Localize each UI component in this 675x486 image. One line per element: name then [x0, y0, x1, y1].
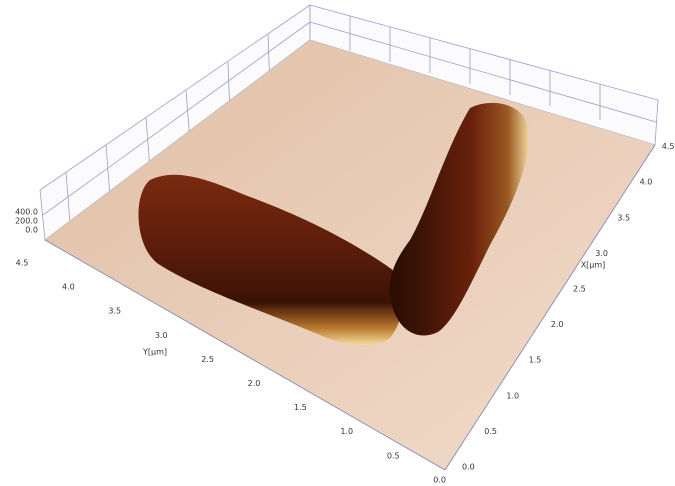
- y-tick-label: 2.5: [201, 355, 214, 364]
- z-tick-label: 200.0: [15, 217, 38, 226]
- x-tick-label: 3.5: [617, 213, 630, 222]
- x-tick-label: 4.5: [662, 142, 675, 151]
- y-tick-label: 3.0: [155, 331, 168, 340]
- y-tick-label: 4.0: [62, 283, 75, 292]
- y-tick-label: 3.5: [108, 307, 121, 316]
- z-tick-label: 0.0: [25, 226, 38, 235]
- y-tick-label: 0.5: [387, 451, 400, 460]
- y-axis-label: Y[µm]: [142, 348, 167, 357]
- y-tick-label: 1.5: [294, 403, 307, 412]
- x-tick-label: 0.5: [484, 427, 497, 436]
- x-tick-label: 4.0: [640, 178, 653, 187]
- x-axis-label: X[µm]: [581, 261, 606, 270]
- x-tick-label: 1.5: [529, 356, 542, 365]
- y-tick-label: 1.0: [340, 427, 353, 436]
- x-tick-label: 1.0: [506, 391, 519, 400]
- x-tick-label: 2.5: [573, 285, 586, 294]
- afm-image: 4.5 4.0 3.5 3.0 2.5 2.0 1.5 1.0 0.5 0.0 0.0 0.5 1.0 1…: [0, 0, 675, 486]
- y-tick-label: 2.0: [248, 379, 261, 388]
- z-tick-label: 400.0: [15, 208, 38, 217]
- x-tick-label: 3.0: [595, 249, 608, 258]
- x-tick-label: 0.0: [462, 463, 475, 472]
- y-tick-label: 0.0: [433, 475, 446, 484]
- x-tick-label: 2.0: [551, 320, 564, 329]
- y-tick-label: 4.5: [16, 259, 29, 268]
